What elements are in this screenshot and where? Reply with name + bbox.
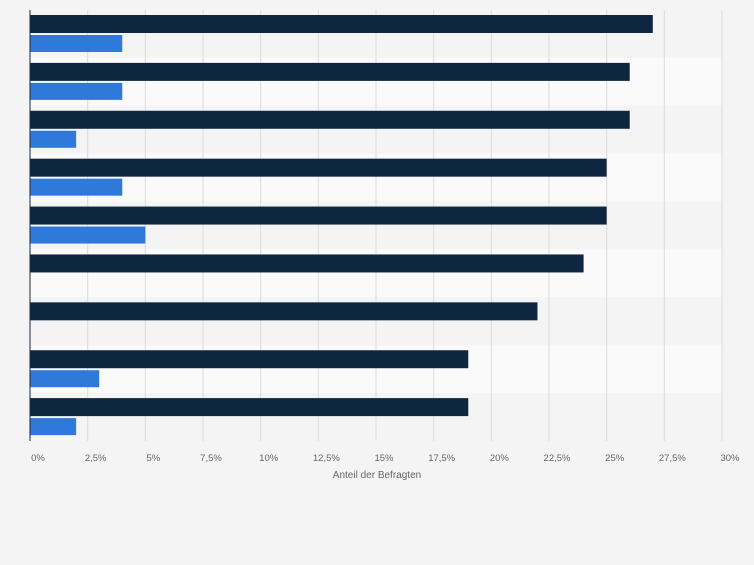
bar-series-1: [30, 158, 607, 177]
x-tick-labels: 0% 2,5% 5% 7,5% 10% 12,5% 15% 17,5% 20% 22,5% 25% 2…: [31, 453, 740, 464]
x-tick-label: 5%: [146, 453, 160, 464]
bar-series-2: [30, 82, 123, 100]
bar-series-1: [30, 254, 584, 273]
bar-series-1: [30, 110, 630, 129]
x-tick-label: 20%: [490, 453, 510, 464]
x-tick-label: 30%: [720, 453, 740, 464]
x-tick-label: 17,5%: [428, 453, 455, 464]
x-tick-label: 15%: [374, 453, 394, 464]
x-tick-label: 12,5%: [313, 453, 340, 464]
bar-series-1: [30, 62, 630, 81]
x-tick-label: 22,5%: [544, 453, 571, 464]
bars: [30, 15, 653, 436]
bar-series-1: [30, 398, 469, 417]
x-tick-label: 0%: [31, 453, 45, 464]
bar-series-2: [30, 178, 123, 196]
x-tick-label: 25%: [605, 453, 625, 464]
bar-series-2: [30, 370, 100, 388]
x-tick-label: 27,5%: [659, 453, 686, 464]
bar-series-2: [30, 418, 77, 436]
x-axis-label: Anteil der Befragten: [333, 470, 421, 481]
x-tick-label: 7,5%: [200, 453, 222, 464]
bar-series-1: [30, 350, 469, 369]
gridlines: [87, 10, 723, 441]
bar-series-1: [30, 302, 538, 321]
bar-series-1: [30, 15, 653, 33]
bar-series-1: [30, 206, 607, 225]
bar-series-2: [30, 35, 123, 52]
bar-series-2: [30, 226, 146, 244]
x-tick-label: 2,5%: [85, 453, 107, 464]
x-tick-label: 10%: [259, 453, 279, 464]
bar-series-2: [30, 130, 77, 148]
